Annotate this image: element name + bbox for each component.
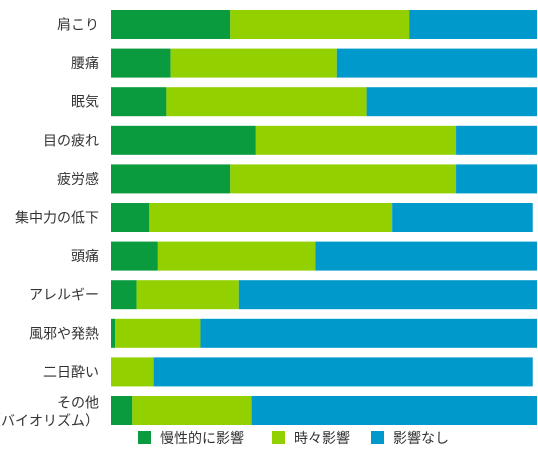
bar-8-series-0 xyxy=(111,318,116,348)
bar-6-series-0 xyxy=(111,241,158,271)
legend-swatch-2 xyxy=(371,431,384,444)
bar-4-series-0 xyxy=(111,164,231,194)
bar-3-series-0 xyxy=(111,125,256,155)
bar-5-series-2 xyxy=(392,203,533,232)
legend-label-1: 時々影響 xyxy=(294,430,350,447)
bar-2-series-1 xyxy=(166,87,367,117)
bar-0-series-0 xyxy=(111,10,231,39)
bar-7-series-0 xyxy=(111,280,137,310)
legend: 慢性的に影響 時々影響 影響なし xyxy=(138,430,449,447)
category-label: 腰痛 xyxy=(71,55,99,72)
bar-10-series-2 xyxy=(251,396,537,425)
category-label: 疲労感 xyxy=(57,171,99,188)
bar-7-series-1 xyxy=(136,280,239,310)
bar-3-series-1 xyxy=(255,125,457,155)
bar-2-series-2 xyxy=(366,87,537,117)
bar-7-series-2 xyxy=(238,280,538,310)
bar-8-series-1 xyxy=(115,318,201,348)
legend-label-2: 影響なし xyxy=(393,430,449,447)
bar-9-series-2 xyxy=(153,357,533,387)
bar-10-series-1 xyxy=(132,396,252,425)
category-label: 集中力の低下 xyxy=(15,210,99,227)
bar-2-series-0 xyxy=(111,87,167,117)
legend-swatch-0 xyxy=(138,431,151,444)
bar-8-series-2 xyxy=(200,318,537,348)
bar-0-series-1 xyxy=(230,10,410,39)
bar-1-series-2 xyxy=(336,48,537,78)
bar-0-series-2 xyxy=(409,10,537,39)
bar-3-series-2 xyxy=(456,125,537,155)
legend-label-0: 慢性的に影響 xyxy=(160,430,244,447)
bars-group xyxy=(111,10,538,425)
bar-5-series-0 xyxy=(111,203,150,232)
category-label: 肩こり xyxy=(57,18,99,34)
category-label: 目の疲れ xyxy=(43,132,99,149)
category-label: アレルギー xyxy=(29,288,99,304)
category-labels: 肩こり腰痛眠気目の疲れ疲労感集中力の低下頭痛アレルギー風邪や発熱二日酔いその他（… xyxy=(0,18,99,430)
bar-10-series-0 xyxy=(111,396,133,425)
bar-6-series-2 xyxy=(315,241,537,271)
bar-5-series-1 xyxy=(149,203,393,232)
category-label: 風邪や発熱 xyxy=(29,326,99,342)
category-label: その他（バイオリズム） xyxy=(0,396,99,430)
category-label: 二日酔い xyxy=(43,365,99,381)
category-label: 頭痛 xyxy=(71,248,99,265)
bar-1-series-1 xyxy=(170,48,337,78)
legend-swatch-1 xyxy=(272,431,285,444)
bar-4-series-2 xyxy=(456,164,537,194)
bar-4-series-1 xyxy=(230,164,457,194)
bar-1-series-0 xyxy=(111,48,171,78)
bar-9-series-1 xyxy=(111,357,154,387)
bar-6-series-1 xyxy=(157,241,316,271)
category-label: 眠気 xyxy=(71,95,99,111)
